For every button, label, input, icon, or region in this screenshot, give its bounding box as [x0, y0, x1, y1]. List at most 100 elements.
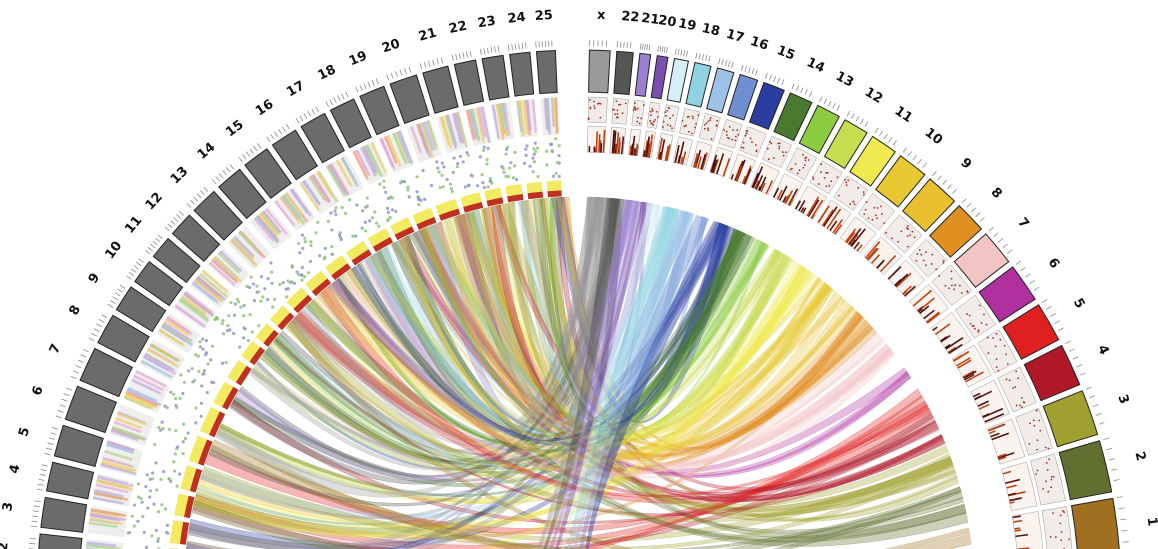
track-cell [327, 164, 349, 196]
tick [274, 131, 279, 137]
histogram-bar [611, 130, 615, 154]
scatter-dot [322, 256, 326, 261]
scatter-dot [130, 514, 134, 518]
scatter-dot [450, 189, 454, 194]
scatter-dot [1008, 379, 1011, 382]
scatter-dot [662, 120, 665, 123]
tick [1033, 286, 1040, 291]
scatter-dot [482, 145, 486, 149]
scatter-dot [174, 429, 178, 433]
scatter-dot [374, 221, 379, 225]
scatter-dot [259, 275, 264, 279]
scatter-dot [384, 190, 388, 194]
link [357, 233, 752, 442]
scatter-dot [777, 142, 779, 145]
scatter-dot [248, 285, 252, 290]
track-cell [115, 417, 142, 430]
scatter-dot [636, 107, 639, 110]
track-cell [352, 150, 369, 180]
scatter-dot [826, 171, 829, 174]
track-cell [262, 210, 282, 234]
scatter-dot [667, 106, 670, 109]
track-cell [124, 392, 158, 409]
tick [41, 464, 48, 467]
track-cell [335, 159, 353, 187]
scatter-dot [511, 176, 515, 180]
scatter-dot [504, 174, 508, 179]
tick [1041, 299, 1048, 304]
histogram-bar [879, 255, 897, 273]
scatter-dot [778, 145, 781, 148]
tick [755, 69, 758, 76]
track-cell [475, 107, 486, 144]
tick [659, 46, 662, 53]
ideogram [666, 57, 690, 103]
histogram-bar [832, 219, 844, 234]
tick [458, 53, 461, 60]
scatter-dot [451, 170, 455, 175]
scatter-dot [246, 338, 250, 343]
scatter-dot [1036, 469, 1039, 472]
histogram-bar [680, 156, 684, 165]
scatter-dot [205, 390, 209, 395]
chromosome-label: 22 [448, 19, 469, 37]
link [196, 196, 592, 526]
scatter-dot [920, 253, 923, 256]
track-cell [426, 120, 438, 147]
track-cell [133, 374, 164, 392]
histogram-bar [1013, 519, 1023, 523]
link [291, 311, 932, 504]
scatter-dot [557, 144, 561, 148]
tick [299, 115, 304, 122]
link [329, 282, 896, 479]
scatter-dot [385, 206, 390, 211]
scatter-dot [407, 195, 411, 199]
scatter-dot [885, 232, 887, 234]
tick [30, 525, 37, 528]
scatter-dot [736, 129, 739, 131]
track-cell [164, 318, 190, 337]
tick [1058, 327, 1064, 331]
tick [942, 179, 947, 185]
scatter-dot [281, 281, 285, 285]
scatter-dot [179, 373, 183, 377]
link [188, 222, 729, 549]
scatter-dot [330, 245, 334, 249]
track-cell [531, 99, 538, 133]
scatter-dot [309, 243, 313, 248]
tick [29, 537, 36, 540]
tick [451, 54, 454, 61]
histogram-bar [798, 200, 806, 212]
tick [979, 217, 985, 222]
histogram-bar [1009, 497, 1022, 502]
scatter-dot [766, 147, 769, 150]
histogram-bar [823, 206, 838, 227]
link [429, 199, 638, 424]
scatter-dot [524, 147, 528, 151]
scatter-dot [725, 130, 728, 133]
chromosome-label: 13 [168, 164, 191, 187]
track-bg [325, 154, 364, 199]
ideogram [152, 237, 201, 284]
tick [483, 48, 486, 55]
scatter-dot [652, 120, 655, 123]
scatter-dot [654, 118, 656, 121]
tick [285, 123, 290, 130]
scatter-dot [154, 461, 158, 465]
histogram-bar [957, 359, 972, 369]
scatter-dot [212, 380, 216, 385]
track-cell [90, 510, 120, 518]
ideogram [64, 385, 118, 434]
scatter-dot [340, 205, 344, 210]
track-cell [116, 412, 148, 427]
link [409, 224, 728, 432]
scatter-dot [1014, 386, 1017, 388]
tick [701, 54, 705, 61]
tick [777, 77, 781, 84]
link [414, 216, 709, 430]
track-cell [184, 291, 214, 314]
link [286, 282, 832, 471]
tick [211, 179, 217, 185]
scatter-dot [857, 186, 860, 189]
scatter-dot [480, 172, 484, 177]
